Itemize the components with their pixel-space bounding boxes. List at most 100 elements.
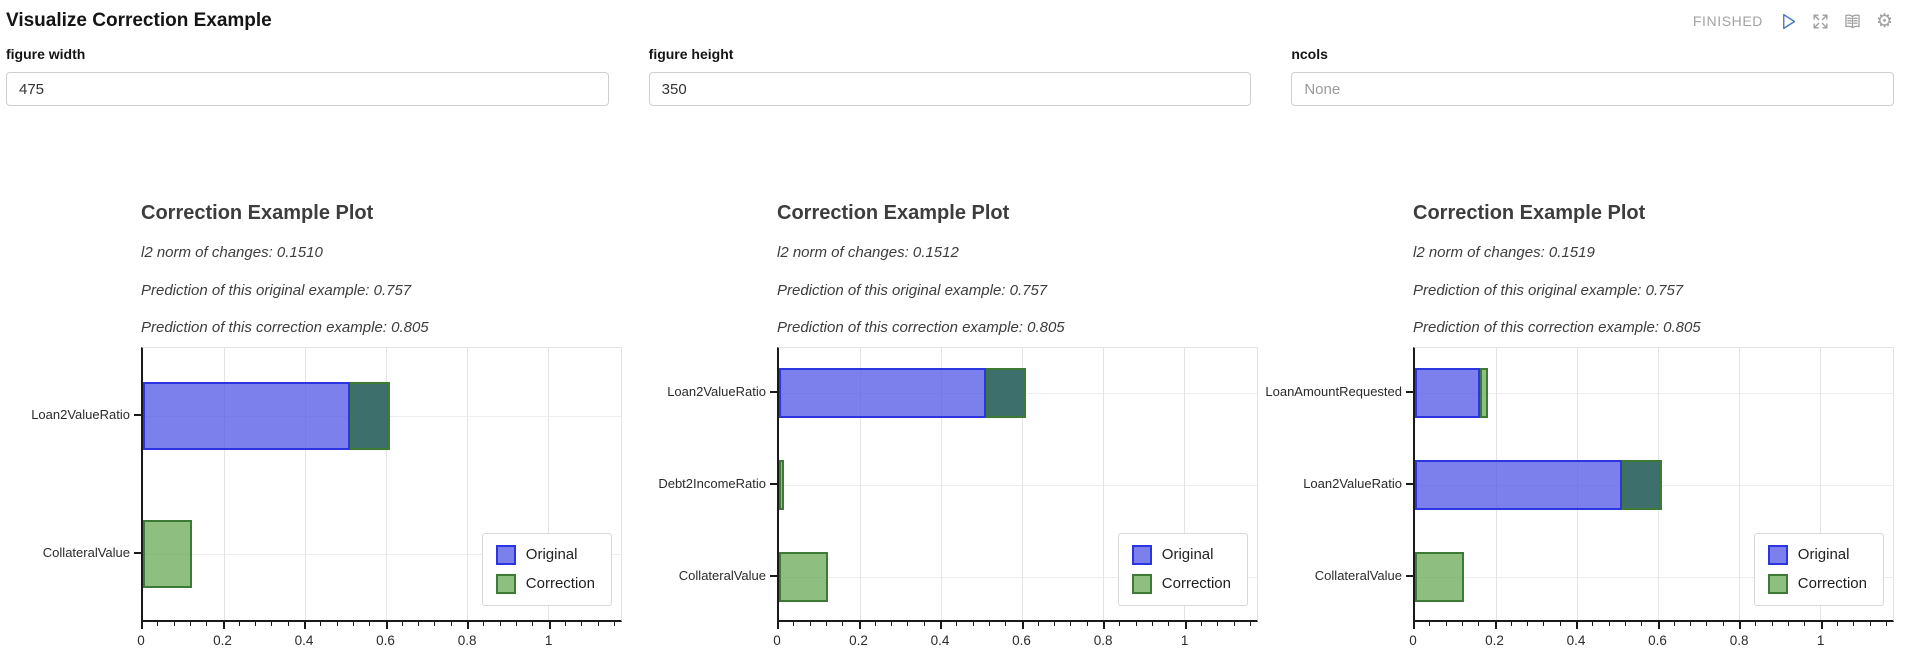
axis-tick [1739,621,1742,629]
tick-label: 0.6 [376,632,395,648]
grid-line [941,347,943,620]
book-icon[interactable] [1843,12,1862,31]
legend-swatch-correction [1767,573,1788,594]
tick-label: 0.2 [213,632,232,648]
axis-tick [1755,621,1757,626]
axis-tick [1217,621,1219,626]
tick-label: 0 [773,632,781,648]
axis-tick [548,621,551,629]
axis-tick [1054,621,1056,626]
y-axis-label: CollateralValue [1314,567,1402,583]
axis-tick [1429,621,1431,626]
axis-tick [1690,621,1692,626]
plot-area: Original Correction [1413,346,1894,622]
legend-item: Original [1131,544,1231,565]
axis-tick [141,621,143,629]
axis-tick [287,621,289,626]
bar-correction [1415,551,1464,602]
bar-original [1415,460,1622,510]
axis-tick [1478,621,1480,626]
axis-tick [1249,621,1251,626]
header: Visualize Correction Example FINISHED ⚙ [6,8,1894,34]
y-axis-labels: LoanAmountRequested Loan2ValueRatio Collat… [1265,347,1413,622]
bar-correction [143,519,192,588]
bar-correction-segment [349,382,391,451]
grid-line [779,485,1257,486]
tick-label: 0.6 [1648,632,1667,648]
axis-tick [173,621,175,626]
axis-tick [581,621,583,626]
tick-label: 0.2 [1485,632,1504,648]
axis-tick [1836,621,1838,626]
grid-line [1103,347,1105,620]
axis-tick [1494,621,1497,629]
bar-original [1415,368,1480,419]
y-axis-labels: Loan2ValueRatio Debt2IncomeRatio Collatera… [642,347,777,622]
axis-tick [613,621,615,626]
expand-icon[interactable] [1811,12,1830,31]
figure-width-label: figure width [6,46,86,62]
axis-tick [222,621,225,629]
y-tick [770,483,777,485]
controls-row: figure width figure height ncols [6,46,1894,106]
axis-tick [336,621,338,626]
legend-label: Original [1161,546,1214,563]
tick-label: 0.4 [930,632,950,648]
figure-width-input[interactable] [6,72,609,106]
figure-height-input[interactable] [648,72,1252,106]
tick-label: 1 [1180,632,1189,648]
bar-correction-segment [1621,460,1663,510]
correction-chart-1: Correction Example Plot l2 norm of change… [6,202,622,660]
axis-tick [1005,621,1007,626]
chart-annotation: Prediction of this correction example: 0… [1413,319,1701,336]
legend-item: Correction [1767,573,1867,594]
tick-label: 0.6 [1012,632,1031,648]
legend-label: Original [1797,546,1850,563]
legend: Original Correction [481,532,612,606]
axis-tick [352,621,354,626]
axis-tick [271,621,273,626]
bar-correction [779,551,828,602]
axis-tick [1853,621,1855,626]
axis-tick [1706,621,1708,626]
figure: LoanAmountRequested Loan2ValueRatio Collat… [1265,346,1894,622]
y-axis-label: Loan2ValueRatio [31,407,130,423]
axis-tick [940,621,943,629]
tick-label: 0.4 [294,632,314,648]
axis-tick [206,621,208,626]
axis-tick [1885,621,1887,626]
axis-tick [597,621,599,626]
axis-tick [1135,621,1137,626]
axis-tick [1657,621,1660,629]
axis-tick [255,621,257,626]
axis-tick [1559,621,1561,626]
charts-section: Correction Example Plot l2 norm of change… [6,202,1894,660]
axis-tick [1820,621,1823,629]
axis-tick [304,621,307,629]
ncols-input[interactable] [1291,72,1894,106]
legend-item: Original [495,544,595,565]
chart-annotation: Prediction of this correction example: 0… [777,319,1065,336]
chart-annotation: Prediction of this original example: 0.7… [1413,281,1684,299]
axis-tick [809,621,811,626]
axis-tick [483,621,485,626]
axis-tick [1788,621,1790,626]
legend: Original Correction [1117,532,1248,606]
chart-title: Correction Example Plot [141,202,374,224]
chart-header: Correction Example Plot l2 norm of change… [1413,202,1894,337]
y-axis-label: LoanAmountRequested [1265,384,1402,400]
axis-tick [923,621,925,626]
status-badge: FINISHED [1692,13,1763,29]
play-icon[interactable] [1779,12,1798,31]
chart-annotation: l2 norm of changes: 0.1512 [777,244,959,261]
gear-icon[interactable]: ⚙ [1875,10,1894,32]
grid-line [1415,576,1893,578]
axis-tick [1086,621,1088,626]
axis-tick [1461,621,1463,626]
axis-tick [988,621,990,626]
plot-area: Original Correction [141,346,622,622]
legend-item: Correction [495,573,595,594]
axis-tick [238,621,240,626]
axis-tick [1804,621,1806,626]
axis-tick [1021,621,1024,629]
